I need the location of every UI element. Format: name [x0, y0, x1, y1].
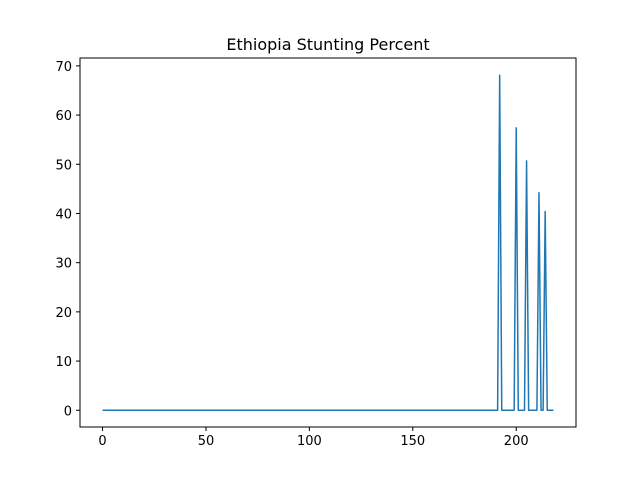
axes-frame: [79, 57, 577, 428]
y-tick-label: 10: [55, 355, 72, 370]
y-tick-label: 70: [55, 60, 72, 75]
y-tick-label: 0: [64, 404, 72, 419]
plot-area: [102, 74, 554, 412]
chart-title: Ethiopia Stunting Percent: [226, 35, 429, 54]
x-tick-label: 50: [198, 434, 215, 449]
y-tick-label: 60: [55, 109, 72, 124]
y-tick-label: 20: [55, 306, 72, 321]
x-tick-label: 100: [297, 434, 322, 449]
x-tick-label: 150: [400, 434, 425, 449]
x-tick-label: 0: [98, 434, 106, 449]
y-tick-label: 40: [55, 207, 72, 222]
y-tick-label: 30: [55, 257, 72, 272]
axes: 0 50 100 150 200 0 10 20 30 40 50 60 70: [55, 57, 577, 449]
x-tick-label: 200: [504, 434, 529, 449]
series-line-0: [102, 74, 554, 412]
y-tick-label: 50: [55, 158, 72, 173]
